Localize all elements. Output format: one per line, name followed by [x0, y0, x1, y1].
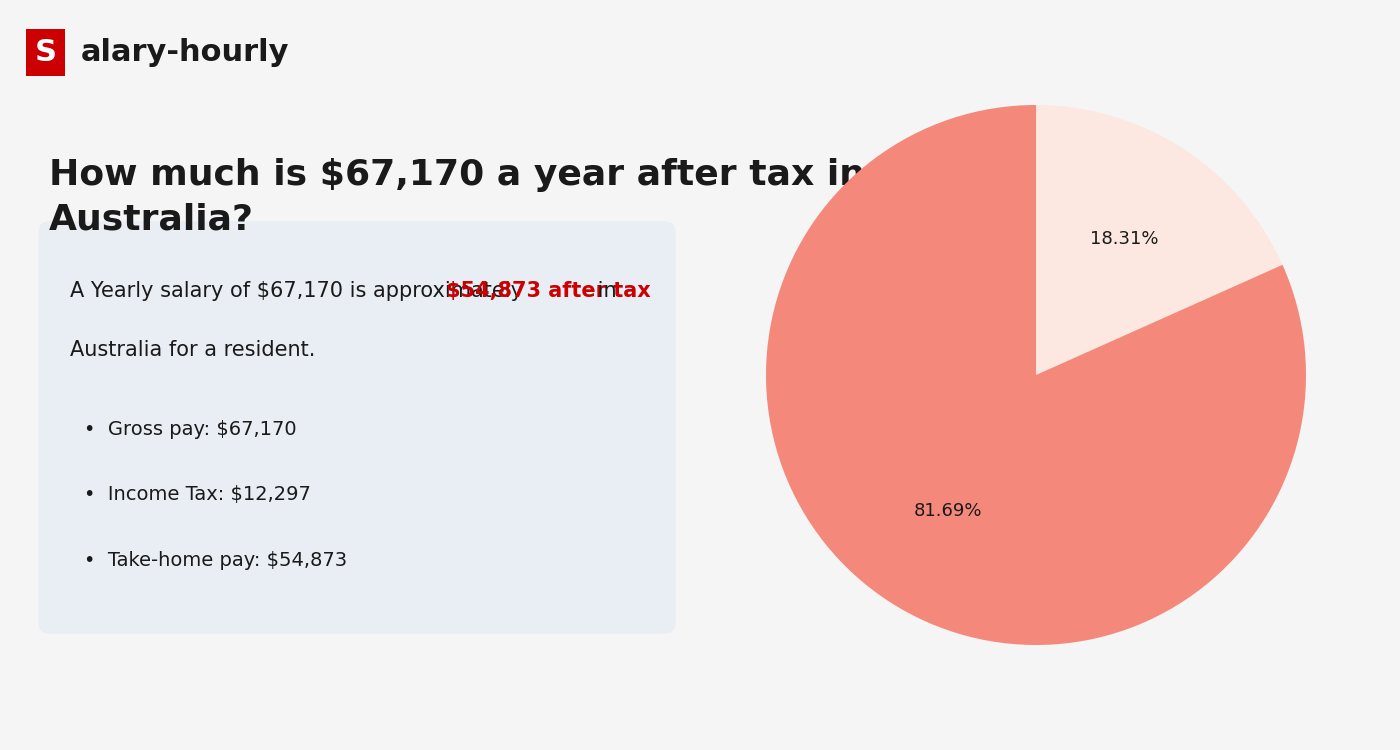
Text: •  Take-home pay: $54,873: • Take-home pay: $54,873 [84, 550, 347, 569]
Text: A Yearly salary of $67,170 is approximately: A Yearly salary of $67,170 is approximat… [70, 281, 529, 302]
Text: in: in [591, 281, 616, 302]
Text: 81.69%: 81.69% [914, 502, 983, 520]
Text: 18.31%: 18.31% [1089, 230, 1158, 248]
Text: alary-hourly: alary-hourly [81, 38, 288, 67]
Text: S: S [35, 38, 56, 67]
Text: •  Gross pay: $67,170: • Gross pay: $67,170 [84, 420, 297, 439]
FancyBboxPatch shape [39, 221, 675, 634]
Wedge shape [1036, 105, 1282, 375]
Wedge shape [766, 105, 1306, 645]
Text: $54,873 after tax: $54,873 after tax [445, 281, 651, 302]
Text: •  Income Tax: $12,297: • Income Tax: $12,297 [84, 485, 311, 504]
Text: How much is $67,170 a year after tax in
Australia?: How much is $67,170 a year after tax in … [49, 158, 865, 236]
Text: Australia for a resident.: Australia for a resident. [70, 340, 315, 360]
